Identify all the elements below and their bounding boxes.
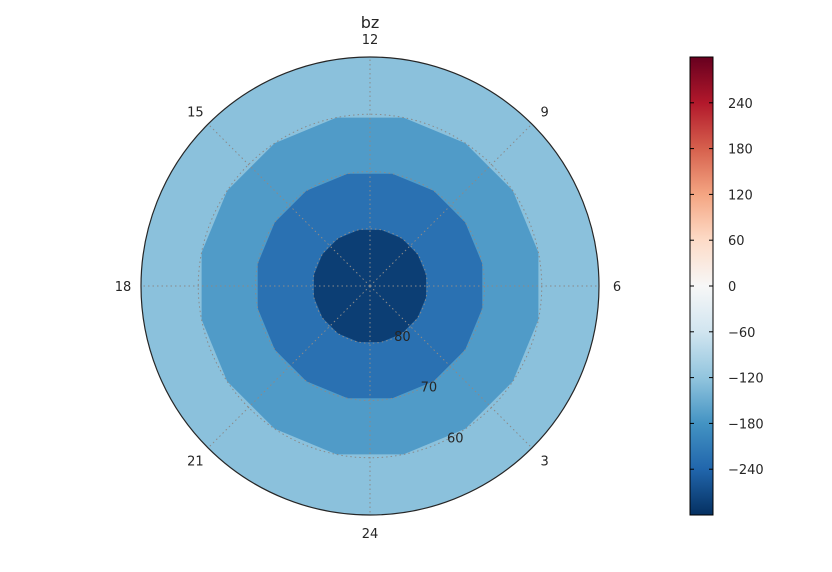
polar-frame [140, 56, 600, 516]
radial-tick-labels: 80 70 60 [394, 330, 463, 447]
colorbar-tick-label: 180 [728, 143, 753, 158]
angular-tick-label: 24 [362, 527, 379, 542]
colorbar-tick-label: 240 [728, 97, 753, 112]
angular-tick-labels: 12 9 6 3 24 21 18 15 [115, 33, 621, 542]
angular-tick-label: 21 [187, 455, 204, 470]
chart-title: bz [361, 13, 380, 32]
angular-tick-label: 9 [541, 105, 549, 120]
angular-tick-label: 18 [115, 280, 132, 295]
grid-circle-80 [312, 228, 428, 344]
angular-tick-label: 12 [362, 33, 379, 48]
polar-grid [140, 56, 600, 516]
colorbar-tick-label: −240 [728, 463, 764, 478]
radial-tick-label: 70 [421, 381, 438, 396]
angular-tick-label: 6 [613, 280, 621, 295]
colorbar-tick-label: 0 [728, 280, 736, 295]
colorbar-tick-label: 120 [728, 188, 753, 203]
colorbar-tick-label: −120 [728, 372, 764, 387]
colorbar-ticks: 240 180 120 60 0 −60 −120 −180 −240 [690, 97, 764, 478]
colorbar-tick-label: −180 [728, 417, 764, 432]
radial-tick-label: 80 [394, 330, 411, 345]
radial-tick-label: 60 [447, 431, 464, 446]
angular-tick-label: 15 [187, 105, 204, 120]
colorbar-tick-label: −60 [728, 326, 755, 341]
colorbar-tick-label: 60 [728, 234, 745, 249]
colorbar: 240 180 120 60 0 −60 −120 −180 −240 [689, 56, 764, 516]
angular-tick-label: 3 [541, 455, 549, 470]
grid-circle-70 [255, 171, 485, 401]
